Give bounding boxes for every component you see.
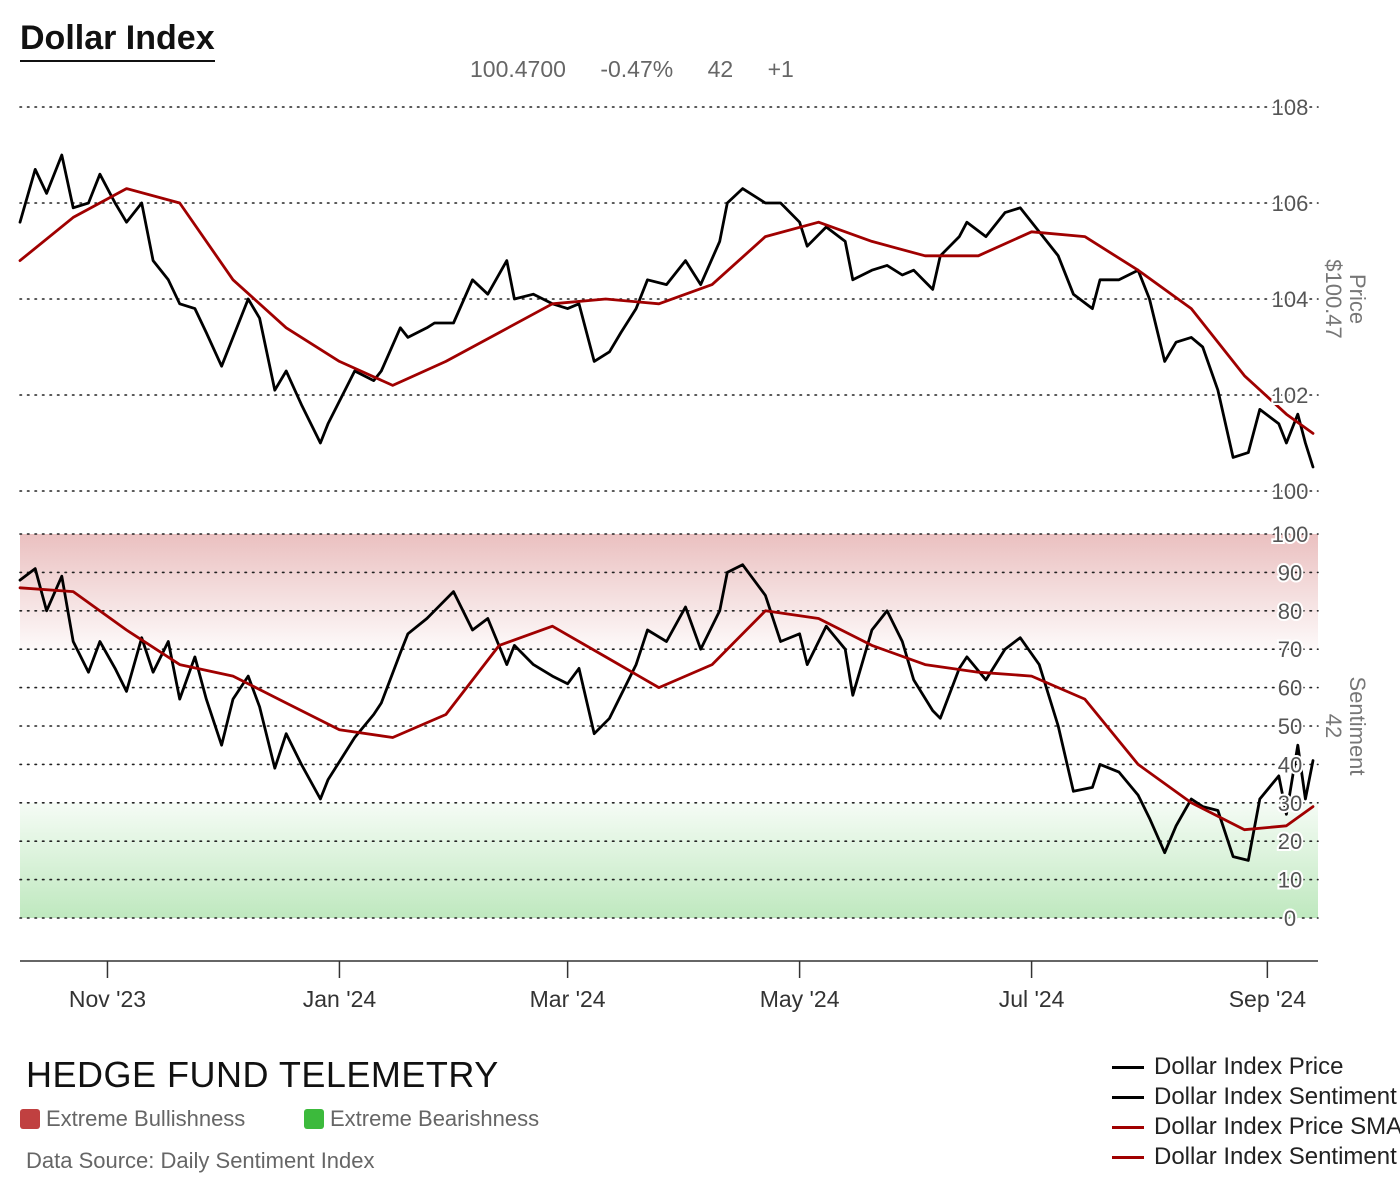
y-axis-label: Price [1345, 274, 1370, 324]
bull-key-label: Extreme Bullishness [46, 1106, 246, 1131]
bear-key: Extreme Bearishness [304, 1106, 539, 1132]
legend-item[interactable]: Dollar Index Price SMA [1112, 1112, 1400, 1142]
bear-swatch [304, 1109, 324, 1129]
current-sentiment: 42 [707, 56, 734, 82]
chart-canvas: 100 102 104 106 108 Price$100.47 0 10 20 30 40 50 60… [18, 93, 1370, 1012]
price-change: -0.47% [600, 56, 674, 82]
sentiment-change: +1 [767, 56, 794, 82]
data-source: Data Source: Daily Sentiment Index [26, 1148, 375, 1173]
legend-label: Dollar Index Price [1154, 1053, 1344, 1080]
legend-line [1112, 1095, 1144, 1099]
y-tick-label: 20 [1278, 829, 1302, 854]
y-tick-label: 106 [1272, 191, 1309, 216]
y-tick-label: 30 [1278, 791, 1302, 816]
series-line [18, 586, 1315, 832]
stats-bar: 100.4700 -0.47% 42 +1 [470, 56, 822, 83]
y-tick-label: 104 [1272, 287, 1309, 312]
y-axis-value: 42 [1321, 714, 1346, 738]
series-line [18, 563, 1315, 862]
x-tick-label: Mar '24 [530, 986, 606, 1012]
legend-label: Dollar Index Price SMA [1154, 1113, 1400, 1140]
series-line [18, 153, 1315, 469]
y-tick-label: 100 [1272, 522, 1309, 547]
y-tick-label: 40 [1278, 752, 1302, 777]
y-tick-label: 80 [1278, 599, 1302, 624]
bull-key: Extreme Bullishness [20, 1106, 245, 1132]
legend-item[interactable]: Dollar Index Sentiment SMA [1112, 1142, 1400, 1172]
x-tick-label: May '24 [760, 986, 840, 1012]
bear-key-label: Extreme Bearishness [330, 1106, 540, 1131]
series-line [18, 187, 1315, 435]
y-axis-title: Price$100.47 [1321, 259, 1370, 339]
y-tick-label: 60 [1278, 676, 1302, 701]
y-axis-label: Sentiment [1345, 676, 1370, 775]
x-tick-label: Sep '24 [1229, 986, 1306, 1012]
brand-name: HEDGE FUND TELEMETRY [26, 1054, 499, 1095]
bull-zone [20, 534, 1318, 650]
legend-line [1112, 1125, 1144, 1129]
y-tick-label: 100 [1272, 479, 1309, 504]
y-tick-label: 102 [1272, 383, 1309, 408]
chart-title: Dollar Index [20, 18, 215, 62]
y-tick-label: 50 [1278, 714, 1302, 739]
legend-label: Dollar Index Sentiment SMA [1154, 1143, 1400, 1170]
legend-line [1112, 1155, 1144, 1159]
x-tick-label: Jan '24 [303, 986, 377, 1012]
bear-zone [20, 802, 1318, 918]
y-tick-label: 10 [1278, 868, 1302, 893]
x-tick-label: Nov '23 [69, 986, 146, 1012]
y-tick-label: 0 [1284, 906, 1296, 931]
legend-item[interactable]: Dollar Index Sentiment [1112, 1082, 1400, 1112]
legend-line [1112, 1065, 1144, 1069]
y-axis-value: $100.47 [1321, 259, 1346, 339]
y-tick-label: 90 [1278, 560, 1302, 585]
x-tick-label: Jul '24 [999, 986, 1065, 1012]
current-price: 100.4700 [470, 56, 566, 82]
y-tick-label: 70 [1278, 637, 1302, 662]
legend-item[interactable]: Dollar Index Price [1112, 1052, 1400, 1082]
legend: Dollar Index Price Dollar Index Sentimen… [1112, 1052, 1400, 1172]
bull-swatch [20, 1109, 40, 1129]
y-tick-label: 108 [1272, 95, 1309, 120]
legend-label: Dollar Index Sentiment [1154, 1083, 1397, 1110]
